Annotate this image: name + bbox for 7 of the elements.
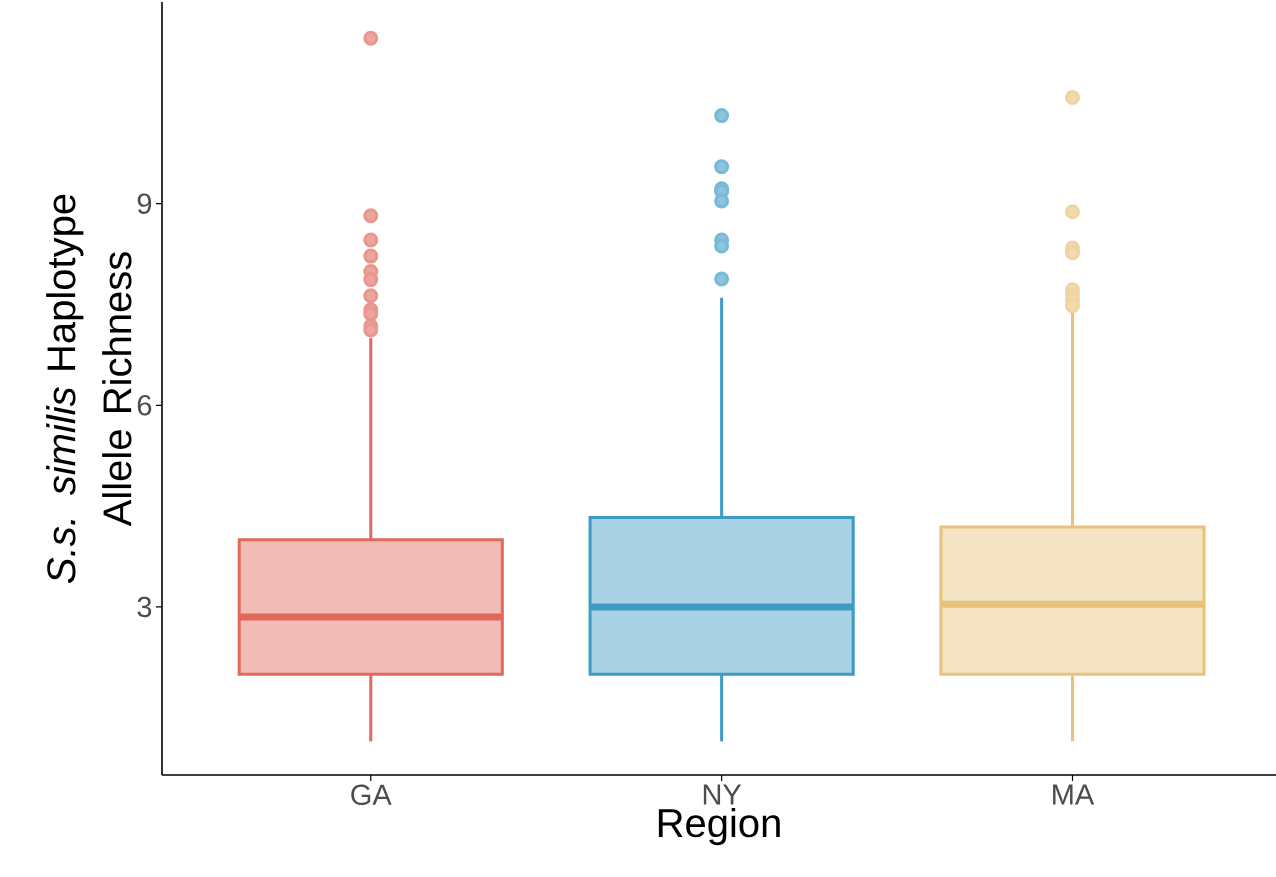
y-tick-label: 3 <box>137 596 152 618</box>
x-tick-label: MA <box>1053 784 1095 805</box>
x-tick-label: GA <box>351 784 392 806</box>
y-tick-label: 9 <box>137 193 152 214</box>
y-tick-label: 6 <box>137 395 152 416</box>
x-tick-label: NY <box>703 784 742 805</box>
x-axis-title: Region <box>658 807 780 846</box>
